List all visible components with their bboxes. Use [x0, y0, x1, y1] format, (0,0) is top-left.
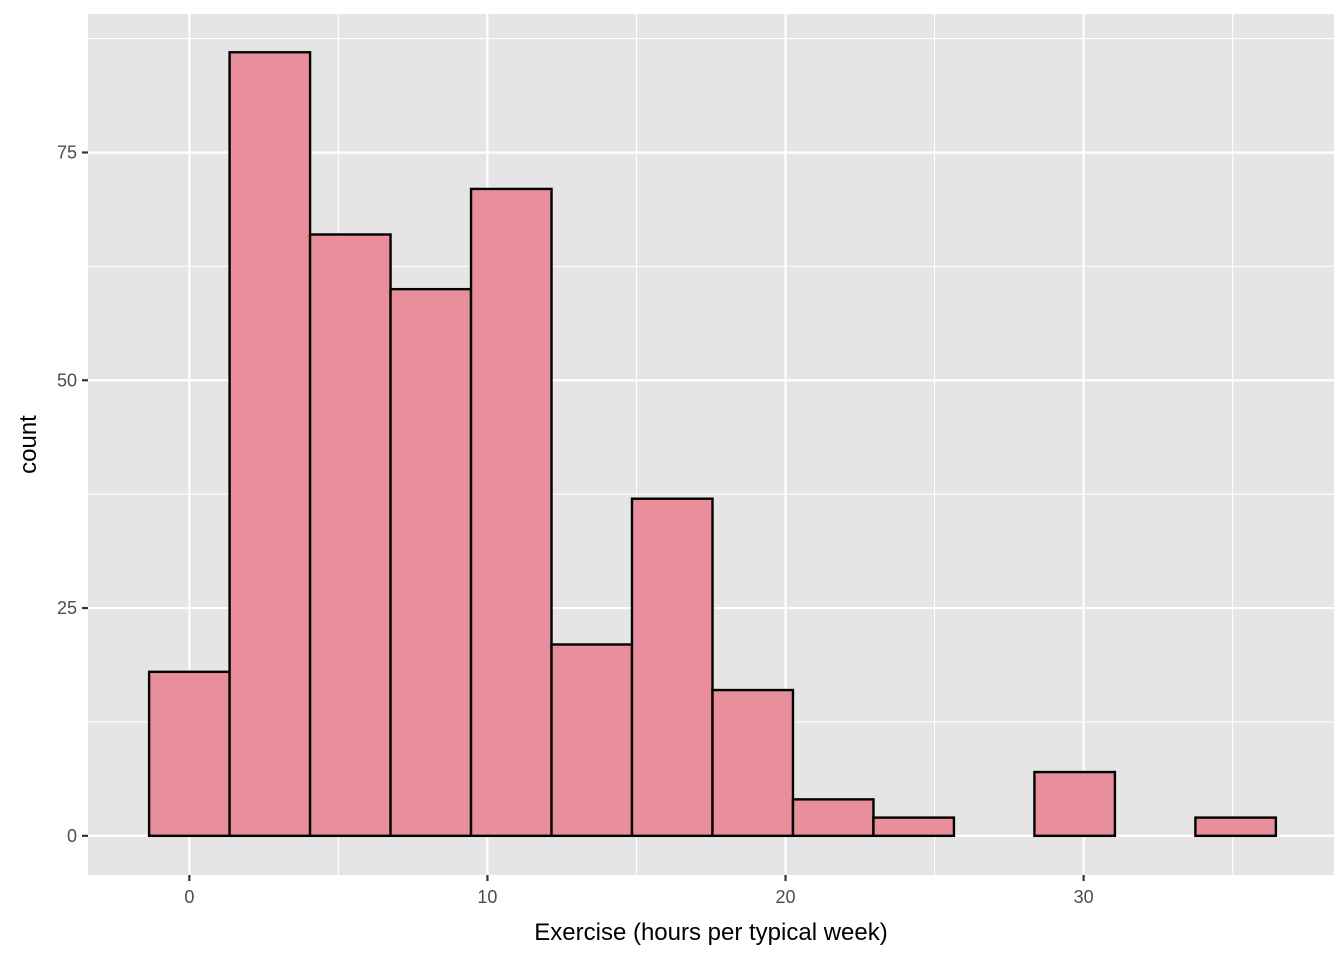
histogram-bar [1194, 816, 1278, 838]
histogram-bar [147, 670, 231, 838]
x-tick-label: 10 [477, 887, 497, 907]
histogram-bar [872, 816, 956, 838]
y-tick-label: 0 [67, 826, 77, 846]
histogram-bar [308, 233, 392, 838]
histogram-bar [228, 51, 312, 838]
histogram-bar [550, 643, 634, 838]
x-axis-title: Exercise (hours per typical week) [534, 919, 887, 946]
x-tick-label: 20 [776, 887, 796, 907]
histogram-bar [469, 187, 553, 838]
histogram-bar [389, 287, 473, 838]
minor-gridlines [88, 14, 1334, 875]
y-tick-label: 25 [57, 598, 77, 618]
y-tick-label: 50 [57, 370, 77, 390]
x-tick-label: 30 [1074, 887, 1094, 907]
y-axis-title: count [15, 415, 42, 474]
x-axis: 0 10 20 30 [184, 875, 1094, 907]
x-tick-label: 0 [184, 887, 194, 907]
histogram-bar [1033, 770, 1117, 838]
y-tick-label: 75 [57, 142, 77, 162]
histogram-bar [630, 497, 714, 838]
histogram-bars [147, 51, 1278, 838]
y-axis: 0 25 50 75 [57, 142, 88, 846]
histogram-bar [711, 688, 795, 838]
histogram-bar [791, 798, 875, 838]
